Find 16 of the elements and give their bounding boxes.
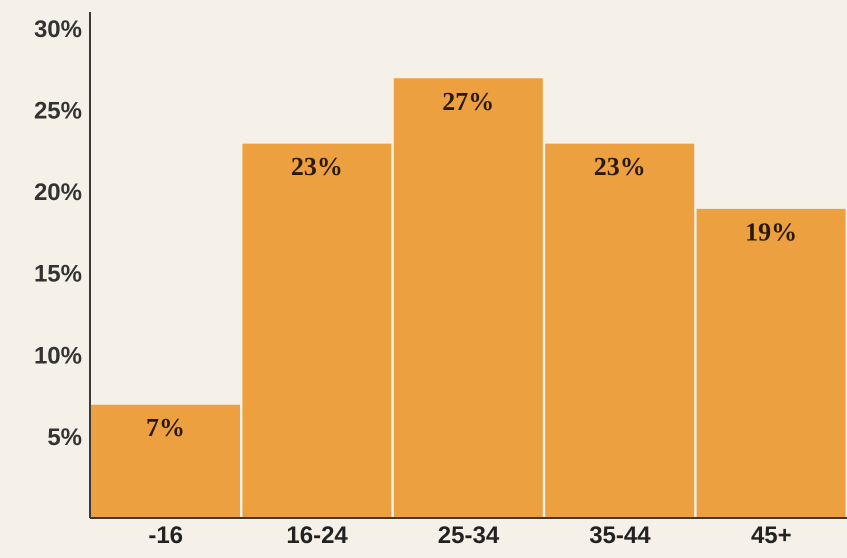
x-tick-label: -16 [148, 522, 184, 550]
y-tick-label: 20% [34, 179, 82, 206]
data-label: 19% [745, 217, 798, 246]
data-label: 23% [594, 152, 646, 182]
data-label: 23% [290, 152, 343, 182]
y-tick-label: 5% [47, 424, 82, 451]
x-tick-label: 35-44 [589, 522, 652, 550]
y-tick-label: 25% [34, 97, 82, 124]
data-label: 7% [146, 413, 185, 442]
y-tick-label: 30% [34, 16, 82, 43]
y-tick-label: 10% [34, 342, 82, 370]
x-tick-label: 45+ [750, 522, 792, 550]
x-tick-label: 16-24 [286, 522, 348, 550]
data-label: 27% [442, 86, 494, 116]
y-tick-label: 15% [34, 260, 82, 288]
x-tick-label: 25-34 [438, 522, 500, 550]
